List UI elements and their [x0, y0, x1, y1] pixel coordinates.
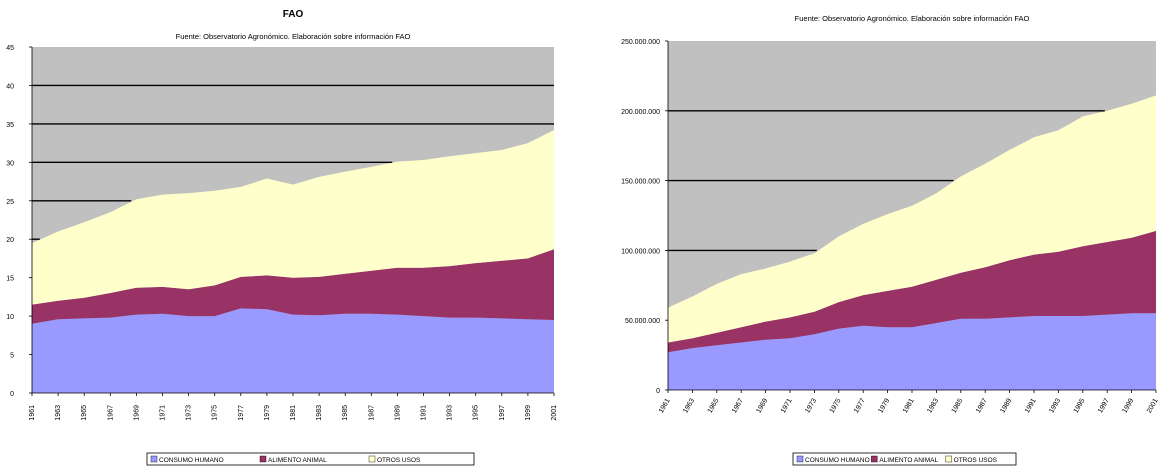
legend-label: OTROS USOS: [377, 457, 421, 464]
x-tick-label: 1991: [1024, 397, 1038, 414]
y-tick-label: 35: [6, 122, 14, 129]
x-tick-label: 1971: [780, 397, 794, 414]
x-tick-label: 1987: [975, 397, 989, 414]
x-tick-label: 1995: [1073, 397, 1087, 414]
x-tick-label: 1961: [29, 405, 36, 421]
chart-fao-consumption-right: Fuente: Observatorio Agronómico. Elabora…: [621, 14, 1158, 466]
x-tick-label: 1971: [160, 405, 167, 421]
y-tick-label: 40: [6, 83, 14, 90]
y-tick-label: 45: [6, 45, 14, 52]
y-tick-label: 0: [656, 388, 660, 395]
x-tick-label: 1977: [238, 405, 245, 421]
y-tick-label: 200.000.000: [621, 109, 660, 116]
area-series-0: [668, 313, 1156, 390]
x-tick-label: 1993: [1048, 397, 1062, 414]
x-tick-label: 1997: [1097, 397, 1111, 414]
y-tick-label: 25: [6, 199, 14, 206]
x-tick-label: 1975: [212, 405, 219, 421]
y-tick-label: 50.000.000: [625, 318, 660, 325]
x-tick-label: 1965: [81, 405, 88, 421]
x-tick-label: 1963: [682, 397, 696, 414]
x-tick-label: 1979: [877, 397, 891, 414]
y-tick-label: 250.000.000: [621, 39, 660, 46]
legend-label: ALIMENTO ANIMAL: [268, 457, 327, 464]
x-tick-label: 1999: [525, 405, 532, 421]
area-series-1: [32, 249, 554, 324]
y-tick-label: 100.000.000: [621, 248, 660, 255]
legend-label: CONSUMO HUMANO: [159, 457, 224, 464]
x-tick-label: 1979: [264, 405, 271, 421]
x-tick-label: 2001: [1146, 397, 1158, 414]
legend-swatch-1: [871, 455, 878, 463]
x-tick-label: 1975: [829, 397, 843, 414]
legend-label: OTROS USOS: [954, 457, 998, 464]
y-tick-label: 5: [10, 353, 14, 360]
x-tick-label: 1989: [394, 405, 401, 421]
x-tick-label: 1961: [658, 397, 672, 414]
x-tick-label: 2001: [551, 405, 558, 421]
legend-swatch-1: [259, 455, 267, 463]
x-tick-label: 1983: [316, 405, 323, 421]
y-tick-label: 30: [6, 160, 14, 167]
x-tick-label: 1967: [107, 405, 114, 421]
x-tick-label: 1981: [902, 397, 916, 414]
x-tick-label: 1999: [1121, 397, 1135, 414]
legend-box: [146, 452, 475, 466]
x-tick-label: 1993: [447, 405, 454, 421]
area-series-1: [668, 230, 1156, 353]
legend-label: ALIMENTO ANIMAL: [879, 457, 938, 464]
x-tick-label: 1969: [755, 397, 769, 414]
x-tick-label: 1991: [421, 405, 428, 421]
x-tick-label: 1965: [707, 397, 721, 414]
x-tick-label: 1973: [186, 405, 193, 421]
chart-subtitle: Fuente: Observatorio Agronómico. Elabora…: [176, 32, 411, 41]
x-tick-label: 1997: [499, 405, 506, 421]
legend-swatch-0: [150, 455, 158, 463]
x-tick-label: 1969: [133, 405, 140, 421]
chart-title: FAO: [283, 9, 304, 20]
x-tick-label: 1987: [368, 405, 375, 421]
x-tick-label: 1963: [55, 405, 62, 421]
legend-box: [792, 452, 1017, 466]
area-series-2: [668, 95, 1156, 343]
chart-fao-consumption-left: FAO Fuente: Observatorio Agronómico. Elab…: [6, 9, 558, 466]
area-series-2: [32, 130, 554, 305]
area-series-0: [32, 308, 554, 393]
legend-swatch-2: [945, 455, 952, 463]
x-tick-label: 1967: [731, 397, 745, 414]
y-tick-label: 15: [6, 276, 14, 283]
x-tick-label: 1983: [926, 397, 940, 414]
x-tick-label: 1985: [951, 397, 965, 414]
y-tick-label: 20: [6, 237, 14, 244]
x-tick-label: 1995: [473, 405, 480, 421]
legend-label: CONSUMO HUMANO: [805, 457, 870, 464]
y-tick-label: 0: [10, 391, 14, 398]
y-tick-label: 10: [6, 314, 14, 321]
x-tick-label: 1985: [342, 405, 349, 421]
x-tick-label: 1973: [804, 397, 818, 414]
y-tick-label: 150.000.000: [621, 179, 660, 186]
legend-swatch-2: [368, 455, 376, 463]
x-tick-label: 1989: [999, 397, 1013, 414]
x-tick-label: 1977: [853, 397, 867, 414]
chart-subtitle: Fuente: Observatorio Agronómico. Elabora…: [795, 14, 1030, 23]
x-tick-label: 1981: [290, 405, 297, 421]
legend-swatch-0: [796, 455, 804, 463]
